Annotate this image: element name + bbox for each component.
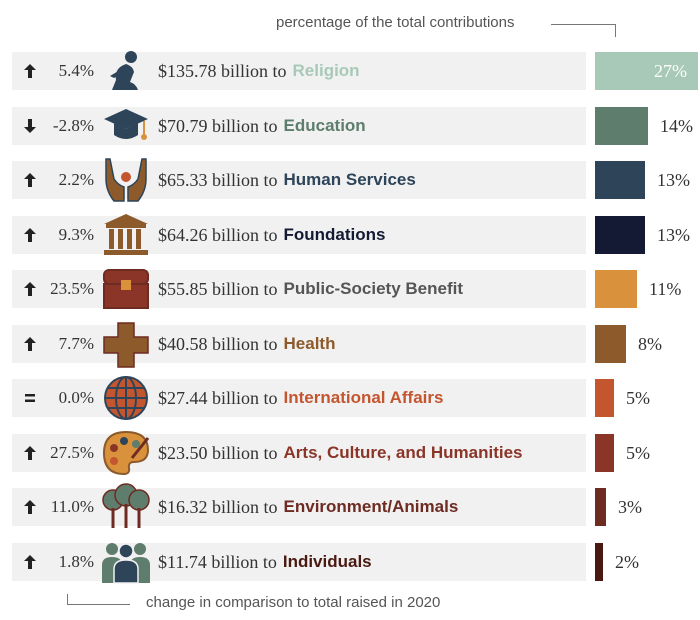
category-label: Health — [283, 334, 336, 353]
amount-label: $11.74 billion to — [158, 551, 277, 572]
bar-mark — [595, 216, 645, 254]
category-label: Education — [283, 116, 366, 135]
percent-label: 2% — [615, 551, 639, 572]
chart-row: 11.0% $16.32 billion to Environment/Animal… — [12, 483, 586, 528]
top-connector-tick — [615, 24, 616, 37]
change-label: 23.5% — [50, 279, 94, 298]
amount-text: $23.50 billion to Arts, Culture, and Huma… — [158, 434, 523, 472]
amount-text: $64.26 billion to Foundations — [158, 216, 386, 254]
change-label: 7.7% — [58, 334, 94, 353]
arrow-up-icon — [22, 488, 38, 526]
change-label: 11.0% — [50, 497, 94, 516]
bar-mark — [595, 543, 603, 581]
percent-label: 8% — [638, 333, 662, 354]
change-label: 2.2% — [58, 170, 94, 189]
chart-row: 0.0% $27.44 billion to International Affai… — [12, 376, 586, 420]
bar-mark — [595, 107, 648, 145]
arrow-up-icon — [22, 270, 38, 308]
top-note: percentage of the total contributions — [276, 14, 515, 31]
amount-text: $70.79 billion to Education — [158, 107, 366, 145]
palette-icon — [100, 428, 152, 478]
chart-row: 5.4% $135.78 billion to Religion — [12, 51, 586, 90]
amount-label: $64.26 billion to — [158, 224, 278, 245]
percent-label: 5% — [626, 387, 650, 408]
chart-row: 2.2% $65.33 billion to Human Services — [12, 158, 586, 202]
amount-text: $55.85 billion to Public-Society Benefit — [158, 270, 463, 308]
change-label: 1.8% — [58, 552, 94, 571]
chart-row: 23.5% $55.85 billion to Public-Society Ben… — [12, 269, 586, 309]
amount-label: $23.50 billion to — [158, 442, 278, 463]
chart-row: 9.3% $64.26 billion to Foundations — [12, 214, 586, 255]
change-label: 9.3% — [58, 225, 94, 244]
category-label: Individuals — [282, 552, 372, 571]
columns-building-icon — [100, 210, 152, 260]
trees-icon — [100, 482, 152, 532]
change-label: 0.0% — [58, 388, 94, 407]
amount-text: $16.32 billion to Environment/Animals — [158, 488, 458, 526]
arrow-up-icon — [22, 161, 38, 199]
percent-label: 14% — [660, 115, 693, 136]
percent-label: 3% — [618, 496, 642, 517]
bar-mark — [595, 488, 606, 526]
arrow-up-icon — [22, 216, 38, 254]
bar-mark — [595, 161, 645, 199]
hands-icon — [100, 155, 152, 205]
amount-label: $55.85 billion to — [158, 278, 278, 299]
arrow-up-icon — [22, 543, 38, 581]
amount-text: $135.78 billion to Religion — [158, 52, 360, 90]
arrow-up-icon — [22, 434, 38, 472]
people-group-icon — [100, 537, 152, 587]
amount-label: $16.32 billion to — [158, 496, 278, 517]
change-label: -2.8% — [52, 116, 94, 135]
bottom-connector-horizontal — [67, 604, 130, 605]
amount-label: $65.33 billion to — [158, 169, 278, 190]
percent-label: 27% — [654, 60, 687, 81]
amount-label: $135.78 billion to — [158, 60, 287, 81]
medical-cross-icon — [100, 319, 152, 369]
percent-label: 13% — [657, 224, 690, 245]
category-label: Arts, Culture, and Humanities — [283, 443, 523, 462]
chart-row: -2.8% $70.79 billion to Education — [12, 107, 586, 145]
globe-icon — [100, 373, 152, 423]
amount-label: $70.79 billion to — [158, 115, 278, 136]
bar-mark — [595, 379, 614, 417]
change-label: 5.4% — [58, 61, 94, 80]
percent-label: 11% — [649, 278, 682, 299]
top-connector-line — [551, 24, 615, 25]
amount-label: $40.58 billion to — [158, 333, 278, 354]
bar-mark — [595, 434, 614, 472]
bar-mark — [595, 270, 637, 308]
chart-row: 27.5% $23.50 billion to Arts, Culture, and… — [12, 430, 586, 476]
category-label: International Affairs — [283, 388, 444, 407]
amount-text: $11.74 billion to Individuals — [158, 543, 372, 581]
category-label: Public-Society Benefit — [283, 279, 463, 298]
change-label: 27.5% — [50, 443, 94, 462]
category-label: Foundations — [283, 225, 386, 244]
amount-text: $27.44 billion to International Affairs — [158, 379, 443, 417]
chart-row: 7.7% $40.58 billion to Health — [12, 322, 586, 368]
arrow-up-icon — [22, 52, 38, 90]
praying-figure-icon — [100, 46, 152, 96]
bar-mark — [595, 52, 698, 90]
category-label: Environment/Animals — [283, 497, 459, 516]
bar-mark — [595, 325, 626, 363]
chart-row: 1.8% $11.74 billion to Individuals — [12, 543, 586, 584]
category-label: Human Services — [283, 170, 416, 189]
arrow-up-icon — [22, 325, 38, 363]
amount-text: $40.58 billion to Health — [158, 325, 335, 363]
equals-icon — [22, 379, 38, 417]
arrow-down-icon — [22, 107, 38, 145]
bottom-note: change in comparison to total raised in … — [146, 594, 441, 611]
amount-text: $65.33 billion to Human Services — [158, 161, 416, 199]
graduation-cap-icon — [100, 101, 152, 151]
category-label: Religion — [292, 61, 360, 80]
bottom-connector-vertical — [67, 594, 68, 604]
percent-label: 13% — [657, 169, 690, 190]
percent-label: 5% — [626, 442, 650, 463]
treasure-chest-icon — [100, 264, 152, 314]
amount-label: $27.44 billion to — [158, 387, 278, 408]
